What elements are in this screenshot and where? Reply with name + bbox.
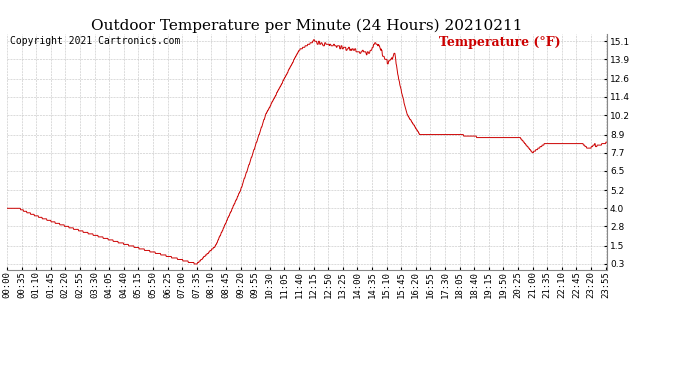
Text: Temperature (°F): Temperature (°F)	[439, 36, 561, 49]
Text: Copyright 2021 Cartronics.com: Copyright 2021 Cartronics.com	[10, 36, 180, 46]
Title: Outdoor Temperature per Minute (24 Hours) 20210211: Outdoor Temperature per Minute (24 Hours…	[91, 18, 523, 33]
